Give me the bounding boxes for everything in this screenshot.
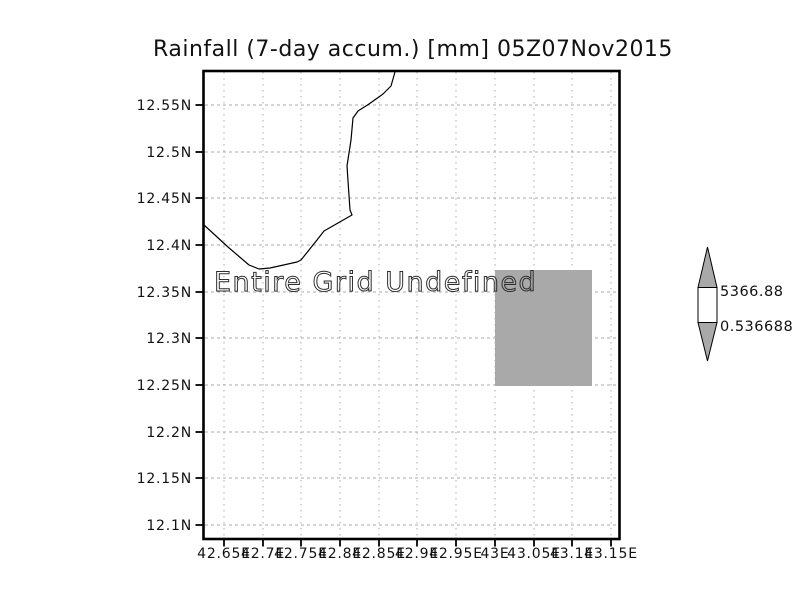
lon-tick-label: 42.85E: [352, 546, 406, 562]
latitude-axis-labels: 12.55N 12.5N 12.45N 12.4N 12.35N 12.3N 1…: [137, 98, 192, 534]
lon-tick-label: 42.95E: [429, 546, 483, 562]
longitude-axis-labels: 42.65E 42.7E 42.75E 42.8E 42.85E 42.9E 4…: [197, 546, 638, 562]
lat-tick-label: 12.25N: [137, 378, 192, 394]
lon-tick-label: 42.8E: [318, 546, 362, 562]
latitude-ticks: [195, 104, 204, 526]
lat-tick-label: 12.4N: [146, 238, 192, 254]
lon-tick-label: 42.65E: [197, 546, 251, 562]
lon-tick-label: 43.15E: [584, 546, 638, 562]
colorbar-mid-segment: [697, 287, 718, 323]
lat-tick-label: 12.15N: [137, 471, 192, 487]
colorbar-upper-label: 5366.88: [720, 284, 783, 300]
lon-tick-label: 42.7E: [241, 546, 285, 562]
lat-tick-label: 12.45N: [137, 191, 192, 207]
lon-tick-label: 42.75E: [274, 546, 328, 562]
lat-tick-label: 12.5N: [146, 145, 192, 161]
lon-tick-label: 43.1E: [550, 546, 594, 562]
lon-tick-label: 43.05E: [507, 546, 561, 562]
lon-tick-label: 42.9E: [395, 546, 439, 562]
lon-tick-label: 43E: [480, 546, 509, 562]
map-frame: [202, 69, 621, 541]
lat-tick-label: 12.1N: [146, 518, 192, 534]
colorbar-upper-arrow: [697, 246, 718, 288]
entire-grid-undefined-message: Entire Grid Undefined: [214, 267, 537, 298]
plot-title: Rainfall (7-day accum.) [mm] 05Z07Nov201…: [153, 37, 673, 62]
longitude-ticks: [223, 539, 612, 547]
lat-tick-label: 12.55N: [137, 98, 192, 114]
colorbar: 5366.88 0.536688: [697, 246, 792, 362]
lat-tick-label: 12.3N: [146, 331, 192, 347]
graticule-gridlines: [205, 72, 619, 538]
coastline-path: [203, 71, 396, 270]
colorbar-lower-label: 0.536688: [720, 319, 792, 335]
undefined-data-gray-box: [495, 270, 592, 386]
colorbar-lower-arrow: [697, 322, 718, 362]
lat-tick-label: 12.35N: [137, 285, 192, 301]
lat-tick-label: 12.2N: [146, 425, 192, 441]
